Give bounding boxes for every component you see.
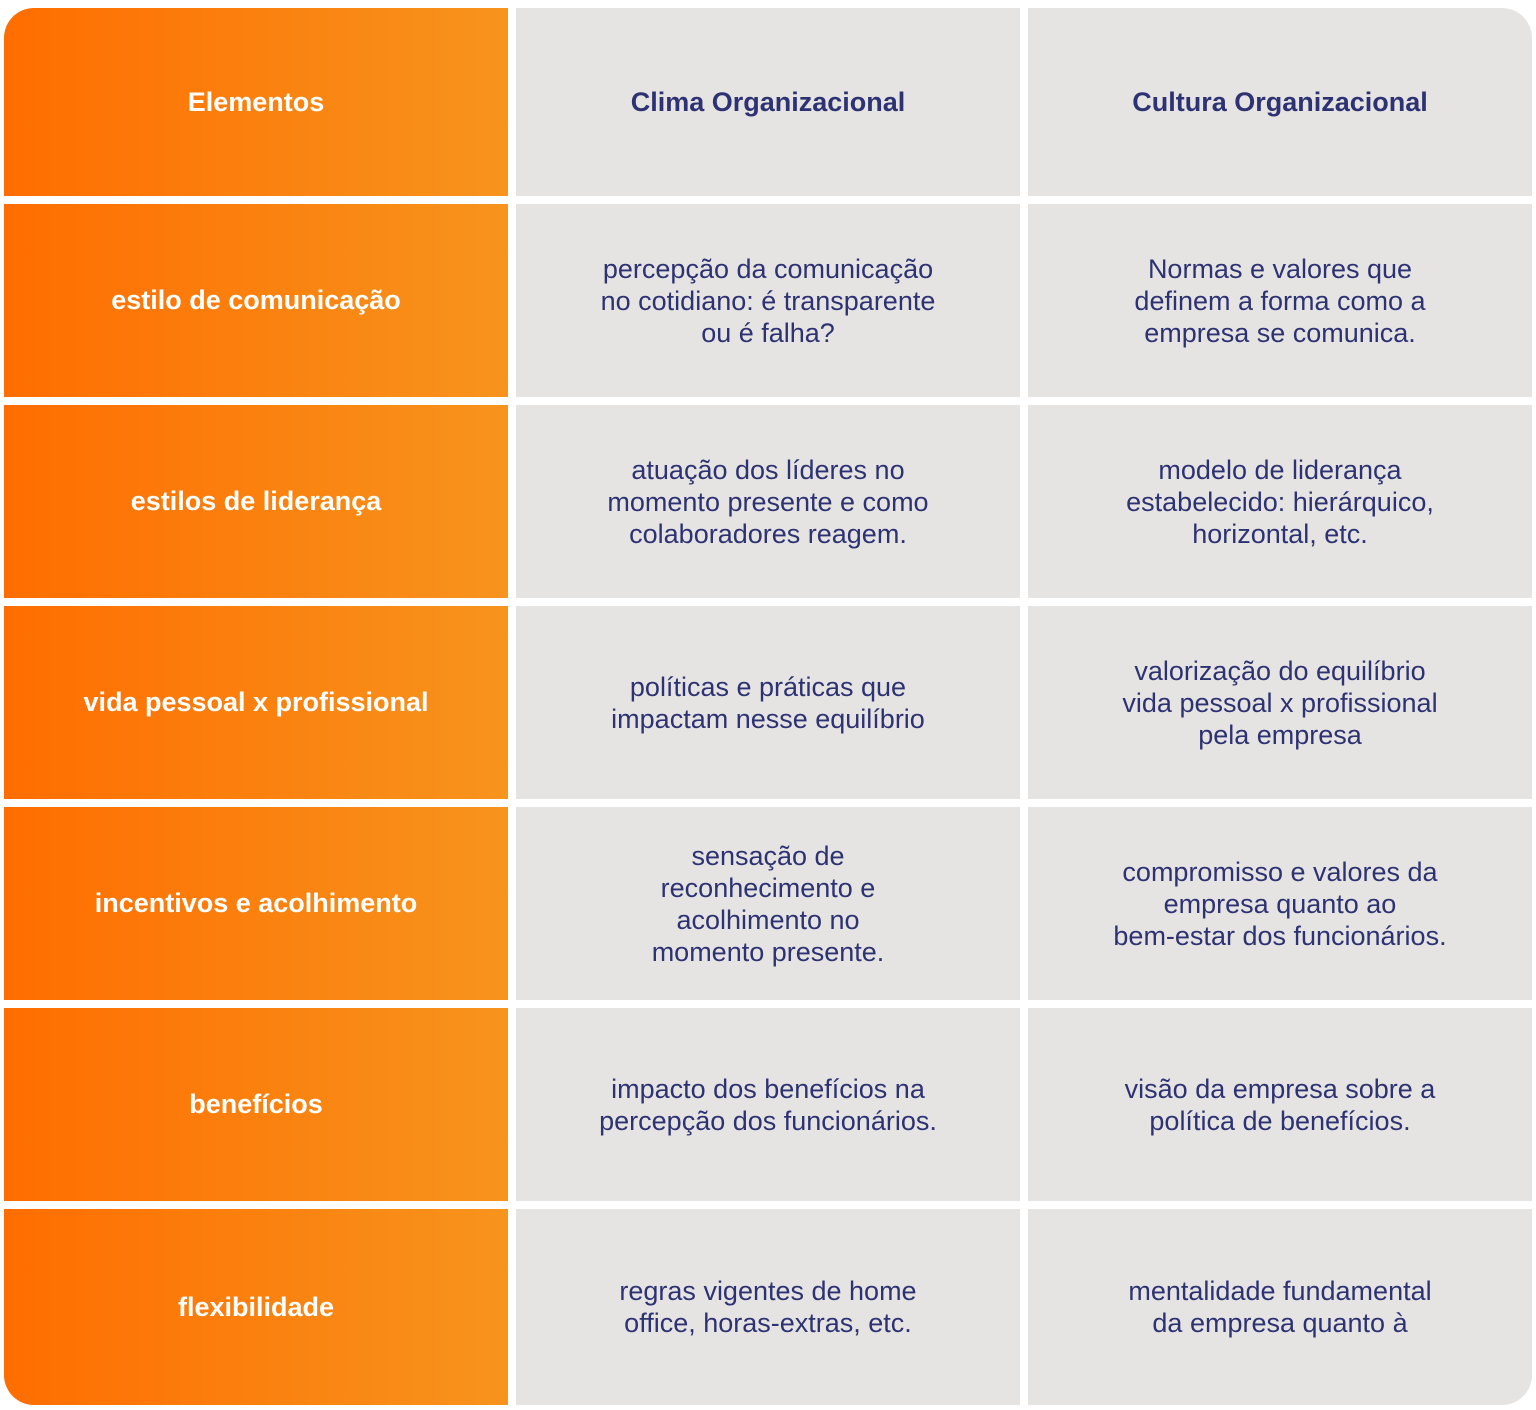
cell-text: vida pessoal x profissional	[83, 687, 429, 717]
row-label-cell: estilos de liderança	[4, 405, 508, 598]
cell-text: impacto dos benefícios na	[611, 1073, 925, 1104]
row-label-cell: vida pessoal x profissional	[4, 606, 508, 799]
comparison-table: Elementos Clima Organizacional Cultura Org…	[4, 8, 1532, 1405]
cell-text: horizontal, etc.	[1192, 518, 1368, 549]
row-label-cell: estilo de comunicação	[4, 204, 508, 397]
cell-text: Cultura Organizacional	[1132, 87, 1428, 117]
body-cell: compromisso e valores da empresa quanto a…	[1028, 807, 1532, 1000]
cell-text: acolhimento no	[676, 904, 860, 935]
cell-text: vida pessoal x profissional	[1122, 687, 1438, 718]
cell-text: mentalidade fundamental	[1128, 1276, 1432, 1306]
body-cell: visão da empresa sobre a política de bene…	[1028, 1008, 1532, 1201]
cell-text: percepção dos funcionários.	[599, 1105, 937, 1136]
cell-text: estilos de liderança	[130, 486, 382, 516]
header-cell: Cultura Organizacional	[1028, 8, 1532, 196]
cell-text: Clima Organizacional	[630, 87, 906, 117]
cell-text: pela empresa	[1198, 719, 1362, 750]
cell-text: ou é falha?	[701, 317, 835, 348]
body-cell: sensação de reconhecimento e acolhimento n…	[516, 807, 1020, 1000]
body-cell: regras vigentes de home office, horas-ext…	[516, 1209, 1020, 1405]
body-cell: impacto dos benefícios na percepção dos f…	[516, 1008, 1020, 1201]
cell-text: no cotidiano: é transparente	[600, 285, 936, 316]
cell-text: valorização do equilíbrio	[1134, 655, 1426, 686]
cell-text: empresa se comunica.	[1144, 317, 1416, 348]
cell-text: flexibilidade	[177, 1291, 335, 1322]
cell-text: percepção da comunicação	[602, 253, 934, 284]
cell-text: modelo de liderança	[1158, 454, 1402, 485]
cell-text: incentivos e acolhimento	[94, 888, 418, 918]
body-cell: valorização do equilíbrio vida pessoal x …	[1028, 606, 1532, 799]
row-label-cell: incentivos e acolhimento	[4, 807, 508, 1000]
cell-text: Normas e valores que	[1147, 253, 1413, 284]
cell-text: Elementos	[187, 86, 325, 117]
cell-text: reconhecimento e	[660, 872, 876, 903]
body-cell: mentalidade fundamental da empresa quanto…	[1028, 1209, 1532, 1405]
cell-text: momento presente e como	[607, 486, 929, 517]
cell-text: atuação dos líderes no	[631, 454, 905, 485]
cell-text: benefícios	[189, 1089, 323, 1119]
cell-text: bem-estar dos funcionários.	[1113, 920, 1447, 951]
cell-text: impactam nesse equilíbrio	[611, 703, 925, 734]
cell-text: visão da empresa sobre a	[1124, 1073, 1436, 1104]
header-cell: Clima Organizacional	[516, 8, 1020, 196]
cell-text: colaboradores reagem.	[629, 518, 907, 549]
row-label-cell: flexibilidade	[4, 1209, 508, 1405]
cell-text: estabelecido: hierárquico,	[1126, 486, 1434, 517]
body-cell: atuação dos líderes no momento presente e…	[516, 405, 1020, 598]
body-cell: modelo de liderança estabelecido: hierárq…	[1028, 405, 1532, 598]
cell-text: momento presente.	[651, 936, 885, 967]
cell-text: estilo de comunicação	[111, 285, 401, 315]
cell-text: empresa quanto ao	[1163, 888, 1397, 919]
cell-text: políticas e práticas que	[629, 671, 907, 702]
body-cell: políticas e práticas que impactam nesse e…	[516, 606, 1020, 799]
cell-text: office, horas-extras, etc.	[624, 1308, 912, 1338]
cell-text: da empresa quanto à	[1152, 1308, 1408, 1338]
body-cell: percepção da comunicação no cotidiano: é …	[516, 204, 1020, 397]
cell-text: regras vigentes de home	[619, 1276, 917, 1306]
cell-text: sensação de	[691, 840, 845, 871]
cell-text: definem a forma como a	[1134, 285, 1426, 316]
cell-text: compromisso e valores da	[1122, 856, 1438, 887]
row-label-cell: benefícios	[4, 1008, 508, 1201]
body-cell: Normas e valores que definem a forma como…	[1028, 204, 1532, 397]
header-cell: Elementos	[4, 8, 508, 196]
cell-text: política de benefícios.	[1149, 1105, 1411, 1136]
